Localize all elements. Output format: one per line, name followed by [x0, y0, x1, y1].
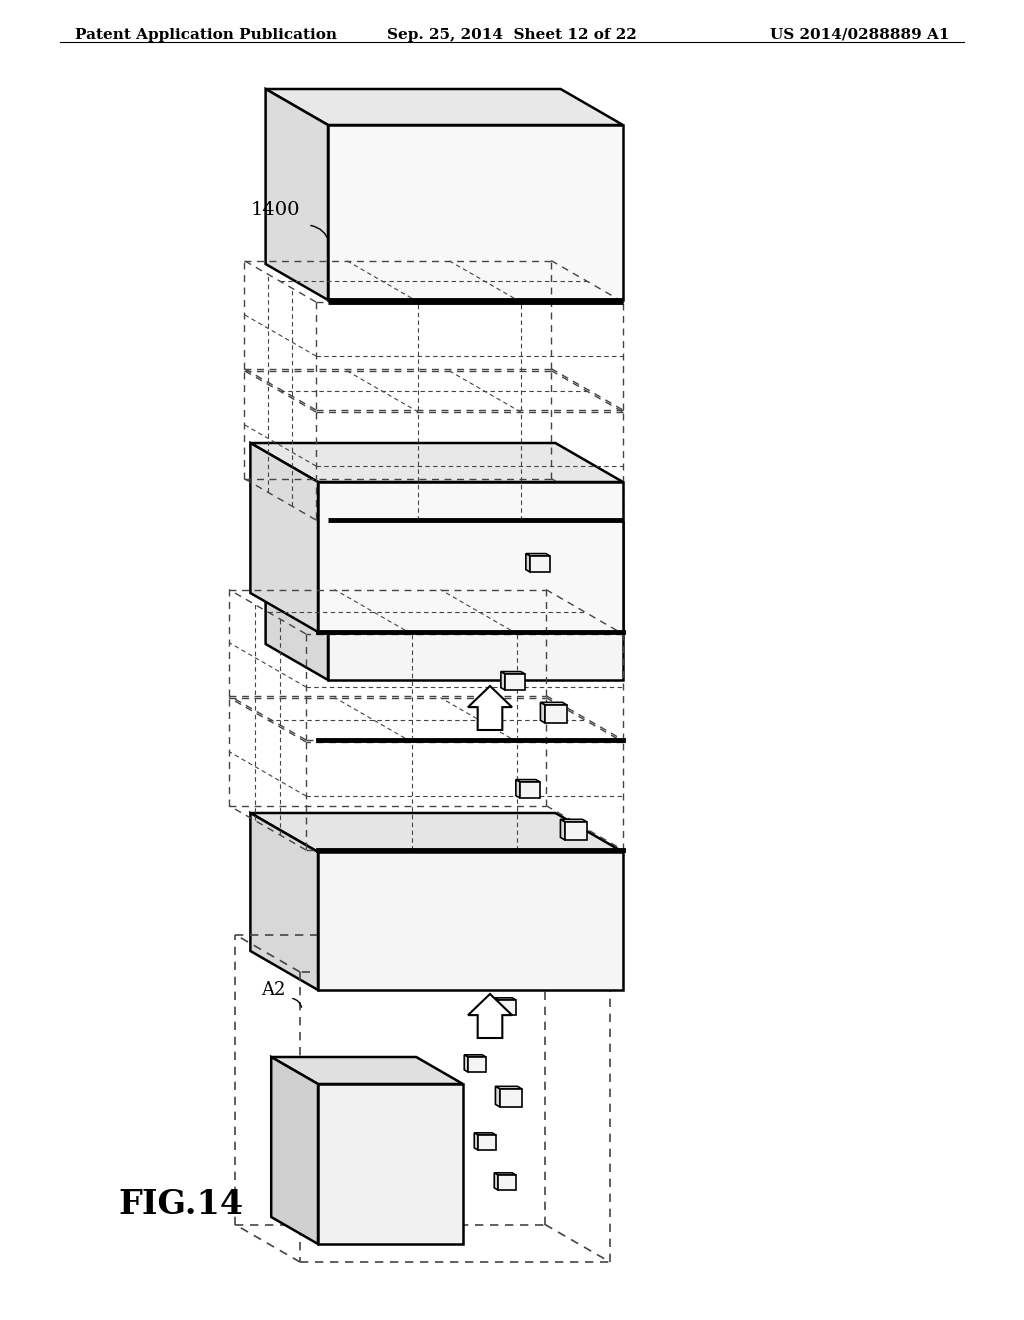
- Polygon shape: [265, 88, 623, 125]
- Polygon shape: [468, 686, 512, 730]
- Text: 1400: 1400: [251, 201, 300, 219]
- Polygon shape: [526, 553, 530, 572]
- Polygon shape: [265, 486, 328, 680]
- Polygon shape: [545, 705, 567, 723]
- Polygon shape: [318, 1084, 463, 1243]
- Polygon shape: [474, 1133, 478, 1150]
- Polygon shape: [495, 998, 516, 1001]
- Polygon shape: [251, 813, 318, 990]
- Polygon shape: [251, 444, 623, 482]
- Polygon shape: [464, 1055, 468, 1072]
- Polygon shape: [474, 1133, 496, 1135]
- Polygon shape: [468, 1057, 486, 1072]
- Text: Patent Application Publication: Patent Application Publication: [75, 28, 337, 42]
- Polygon shape: [318, 482, 623, 632]
- Polygon shape: [495, 1173, 498, 1191]
- Text: US 2014/0288889 A1: US 2014/0288889 A1: [770, 28, 950, 42]
- Text: Sep. 25, 2014  Sheet 12 of 22: Sep. 25, 2014 Sheet 12 of 22: [387, 28, 637, 42]
- Polygon shape: [541, 702, 567, 705]
- Polygon shape: [496, 1086, 500, 1107]
- Polygon shape: [526, 553, 550, 556]
- Polygon shape: [498, 1001, 516, 1015]
- Polygon shape: [495, 1173, 516, 1175]
- Polygon shape: [328, 125, 623, 300]
- Polygon shape: [318, 851, 623, 990]
- Polygon shape: [500, 1089, 522, 1107]
- Polygon shape: [251, 813, 623, 851]
- Polygon shape: [541, 702, 545, 723]
- Polygon shape: [496, 1086, 522, 1089]
- Polygon shape: [464, 1055, 486, 1057]
- Polygon shape: [498, 1175, 516, 1191]
- Polygon shape: [271, 1057, 318, 1243]
- Polygon shape: [501, 672, 505, 690]
- Polygon shape: [560, 820, 587, 822]
- Polygon shape: [478, 1135, 496, 1150]
- Polygon shape: [501, 672, 525, 675]
- Polygon shape: [468, 994, 512, 1038]
- Polygon shape: [505, 675, 525, 690]
- Polygon shape: [251, 444, 318, 632]
- Polygon shape: [265, 88, 328, 300]
- Polygon shape: [265, 486, 623, 521]
- Polygon shape: [565, 822, 587, 840]
- Polygon shape: [495, 998, 498, 1015]
- Polygon shape: [271, 1057, 463, 1084]
- Polygon shape: [530, 556, 550, 572]
- Polygon shape: [328, 521, 623, 680]
- Polygon shape: [520, 781, 540, 799]
- Text: A2: A2: [261, 981, 285, 999]
- Polygon shape: [516, 780, 520, 799]
- Text: FIG.14: FIG.14: [118, 1188, 243, 1221]
- Polygon shape: [560, 820, 565, 840]
- Polygon shape: [516, 780, 540, 781]
